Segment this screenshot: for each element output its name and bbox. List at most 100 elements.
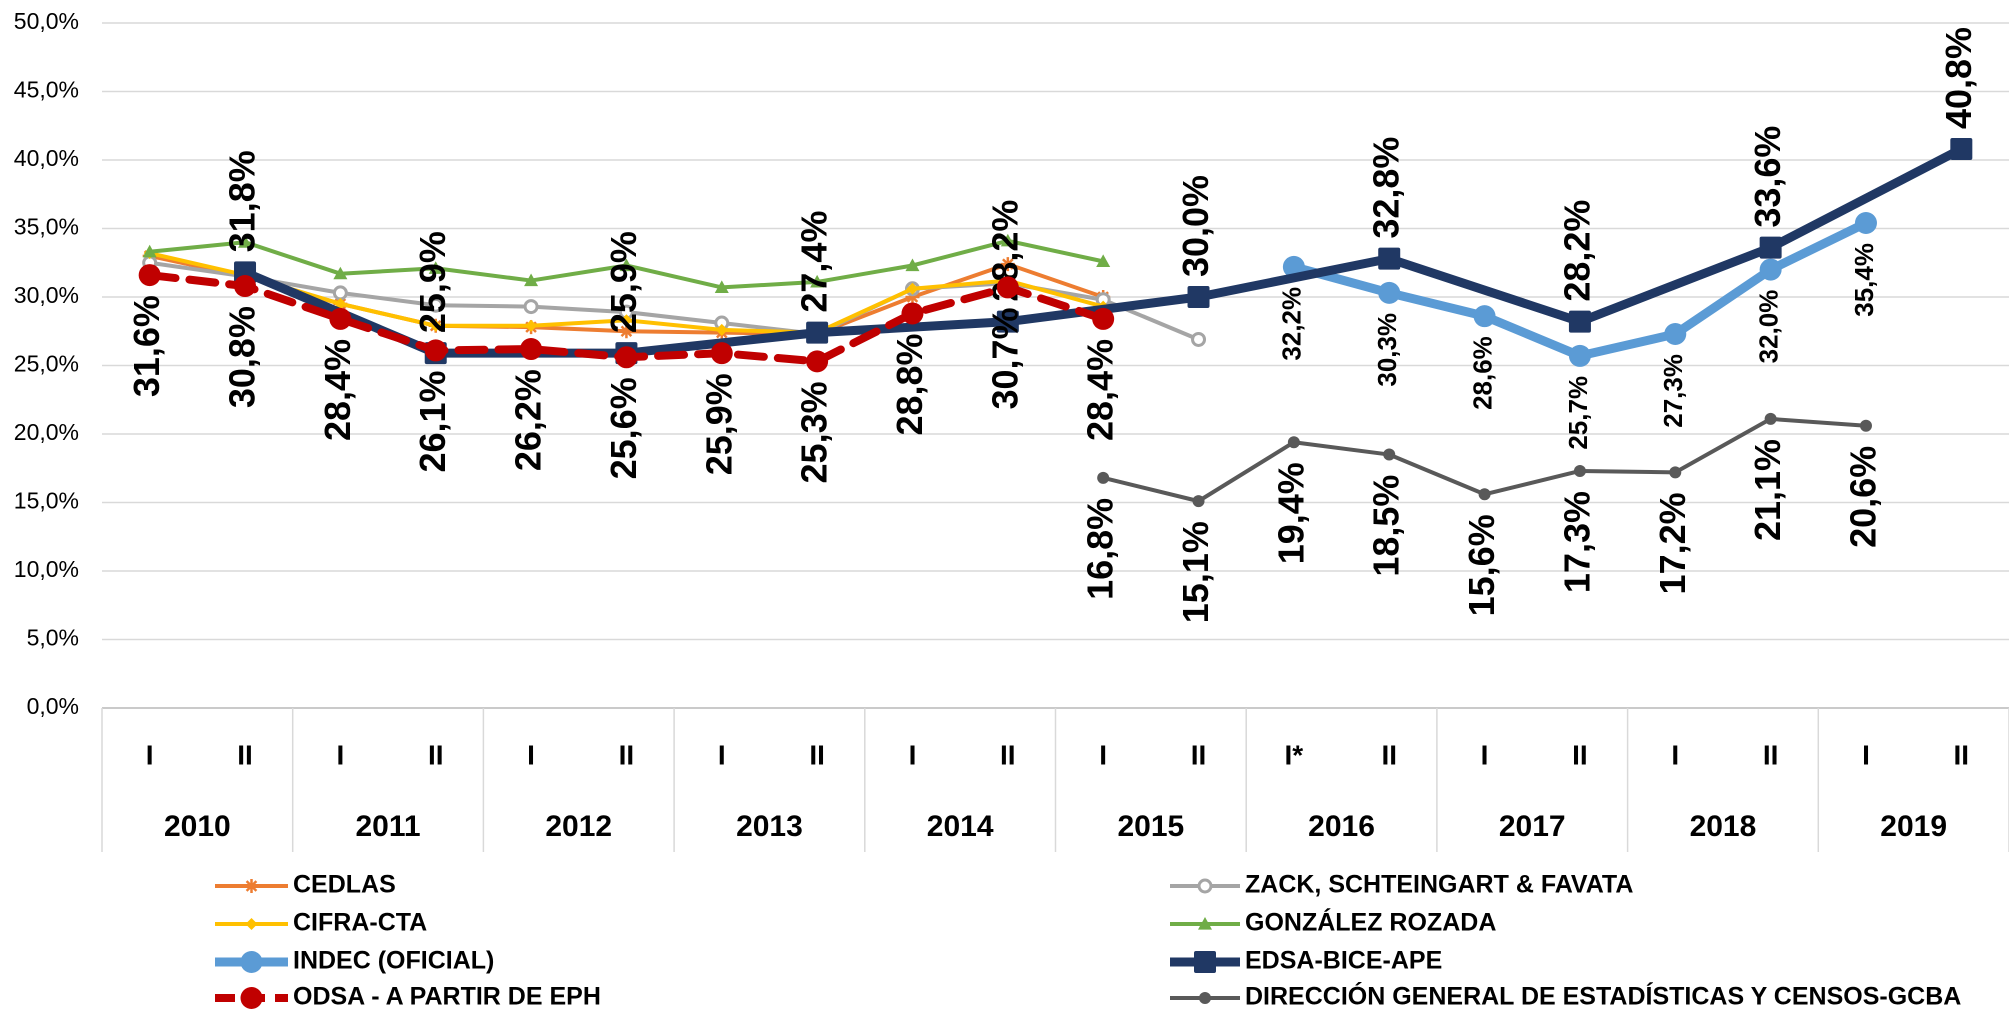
marker <box>1859 419 1872 432</box>
x-tick-label: II <box>1191 739 1207 770</box>
x-tick-label: II <box>237 739 253 770</box>
marker <box>1950 138 1973 161</box>
series <box>234 138 1973 365</box>
series <box>142 233 1111 294</box>
marker <box>1187 286 1210 308</box>
marker <box>1197 878 1213 894</box>
marker <box>329 307 352 330</box>
marker <box>905 258 920 272</box>
legend-item: GONZÁLEZ ROZADA <box>1170 908 1496 937</box>
x-tick-label: II <box>1954 739 1970 770</box>
legend-item: ODSA - A PARTIR DE EPH <box>215 983 601 1011</box>
year-label: 2010 <box>164 810 231 843</box>
y-tick-label: 40,0% <box>14 145 79 171</box>
legend-label: INDEC (OFICIAL) <box>293 947 494 975</box>
marker <box>525 319 538 332</box>
data-label: 35,4% <box>1849 243 1879 317</box>
data-label: 28,8% <box>889 333 930 435</box>
data-label: 26,2% <box>508 369 549 471</box>
marker <box>1378 247 1401 270</box>
year-label: 2012 <box>545 810 612 843</box>
year-label: 2018 <box>1690 810 1757 843</box>
marker <box>428 261 443 274</box>
legend-item: DIRECCIÓN GENERAL DE ESTADÍSTICAS Y CENS… <box>1170 981 1961 1011</box>
legend-label: CEDLAS <box>293 871 396 899</box>
data-label: 16,8% <box>1080 498 1121 600</box>
x-tick-label: II <box>1381 739 1397 770</box>
data-label: 32,8% <box>1366 137 1407 239</box>
legend-label: CIFRA-CTA <box>293 909 427 937</box>
marker <box>714 280 729 294</box>
y-tick-label: 45,0% <box>14 77 79 103</box>
data-label: 40,8% <box>1938 27 1979 129</box>
data-label: 17,3% <box>1556 491 1597 593</box>
marker <box>906 282 919 295</box>
year-label: 2011 <box>356 810 421 843</box>
x-tick-label: I <box>1099 739 1107 770</box>
data-label: 31,8% <box>222 150 263 252</box>
legend-item: CEDLAS <box>215 871 396 899</box>
marker <box>1092 307 1115 330</box>
marker <box>715 323 728 336</box>
marker <box>1764 412 1777 425</box>
marker <box>245 918 258 930</box>
x-tick-label: I <box>146 739 154 770</box>
series <box>1097 412 1872 508</box>
data-label: 25,9% <box>698 373 739 475</box>
data-label: 32,2% <box>1277 287 1307 361</box>
marker <box>996 310 1019 333</box>
data-label: 15,1% <box>1175 521 1216 623</box>
marker <box>1568 310 1591 333</box>
x-tick-label: II <box>1572 739 1588 770</box>
marker <box>240 951 263 973</box>
legend-label: ZACK, SCHTEINGART & FAVATA <box>1245 871 1633 899</box>
legend-item: INDEC (OFICIAL) <box>215 947 494 975</box>
x-tick-label: II <box>809 739 825 770</box>
marker <box>238 235 253 248</box>
legend-item: ZACK, SCHTEINGART & FAVATA <box>1170 871 1633 899</box>
legend-label: EDSA-BICE-APE <box>1245 947 1442 975</box>
marker <box>424 339 447 362</box>
legend-label: GONZÁLEZ ROZADA <box>1245 908 1496 937</box>
year-label: 2017 <box>1499 810 1566 843</box>
marker <box>428 297 444 313</box>
marker <box>620 314 633 327</box>
x-tick-label: II <box>428 739 444 770</box>
data-label: 25,9% <box>412 231 453 333</box>
marker <box>710 342 733 365</box>
y-tick-label: 50,0% <box>14 8 79 34</box>
x-tick-label: II <box>1763 739 1779 770</box>
legend-label: ODSA - A PARTIR DE EPH <box>293 983 601 1011</box>
marker <box>1759 236 1782 259</box>
marker <box>1378 281 1401 304</box>
marker <box>332 285 348 301</box>
data-label: 31,6% <box>126 295 167 397</box>
data-label: 15,6% <box>1461 514 1502 616</box>
marker <box>138 264 161 287</box>
marker <box>1192 495 1205 508</box>
data-label: 30,3% <box>1372 313 1402 387</box>
x-tick-label: I <box>718 739 726 770</box>
y-tick-label: 35,0% <box>14 214 79 240</box>
x-tick-label: I <box>336 739 344 770</box>
x-tick-label: I <box>1671 739 1679 770</box>
marker <box>1198 917 1212 930</box>
data-label: 27,3% <box>1658 354 1688 428</box>
data-label: 17,2% <box>1652 492 1693 594</box>
marker <box>1759 258 1782 281</box>
data-label: 28,2% <box>1556 200 1597 302</box>
data-label: 32,0% <box>1754 290 1784 364</box>
x-tick-label: I <box>527 739 535 770</box>
marker <box>234 275 257 298</box>
marker <box>1097 471 1110 484</box>
y-tick-label: 20,0% <box>14 419 79 445</box>
y-tick-label: 25,0% <box>14 351 79 377</box>
data-label: 20,6% <box>1842 446 1883 548</box>
data-label: 30,7% <box>984 307 1025 409</box>
y-tick-label: 0,0% <box>27 693 79 719</box>
marker <box>905 290 920 304</box>
legend-item: CIFRA-CTA <box>215 909 427 937</box>
marker <box>142 244 157 258</box>
data-label: 25,3% <box>794 381 835 483</box>
